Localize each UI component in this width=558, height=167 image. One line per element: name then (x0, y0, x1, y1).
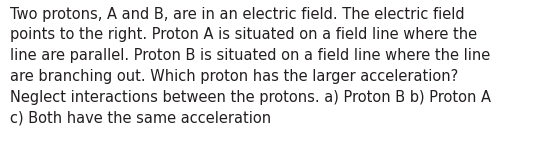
Text: Two protons, A and B, are in an electric field. The electric field
points to the: Two protons, A and B, are in an electric… (10, 7, 491, 125)
